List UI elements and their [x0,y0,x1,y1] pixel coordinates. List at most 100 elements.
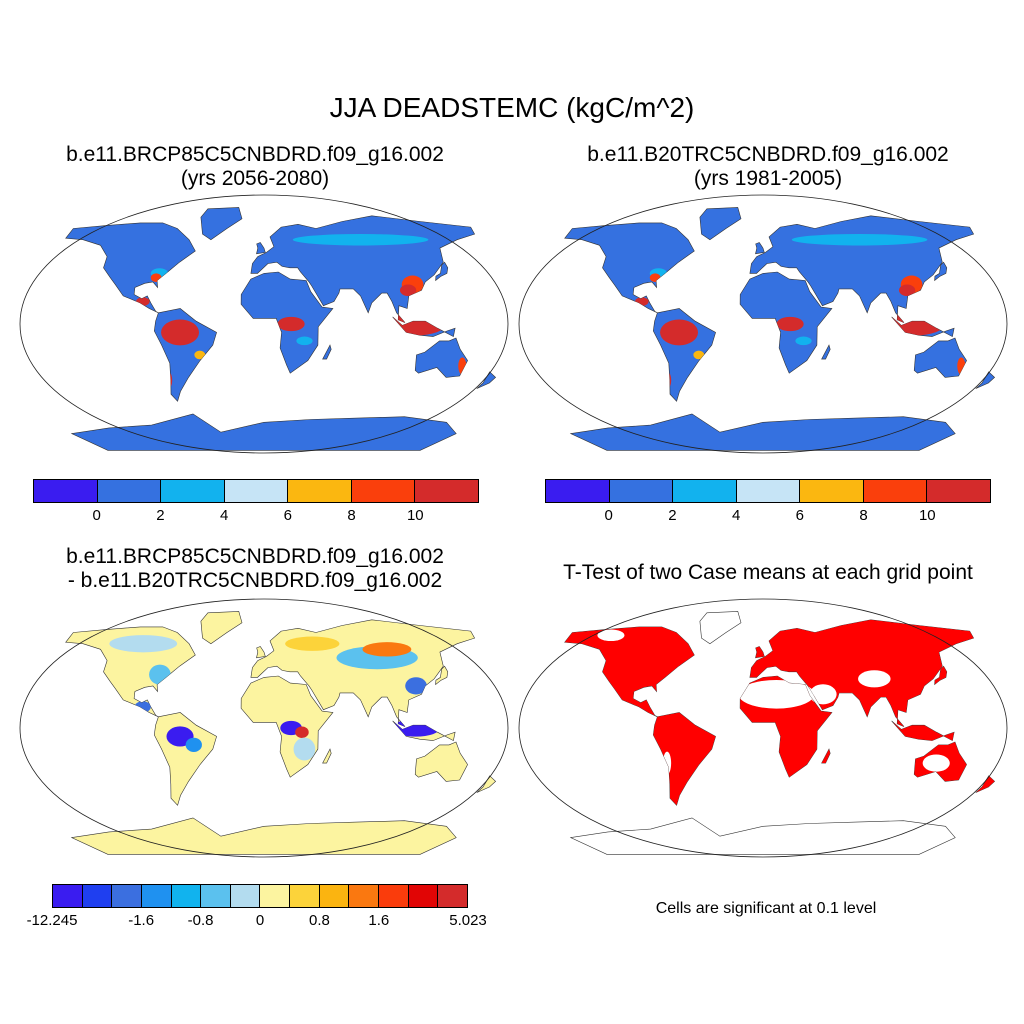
panel-2-colorbar [545,479,991,503]
colorbar-box [141,885,172,907]
brazil-decrease [185,737,202,753]
congo-high-values [776,316,804,332]
chile-forest-values [166,373,173,388]
continent-antarctica [569,817,956,855]
colorbar-tick-label: 6 [283,507,293,524]
colorbar-tick-label: -12.245 [26,912,78,929]
colorbar-tick-label: 2 [156,507,165,524]
colorbar-tick-label: 4 [219,507,229,524]
continent-madagascar [821,344,831,360]
colorbar-tick-label: -1.6 [128,912,155,929]
boreal-values [791,233,928,246]
colorbar-box [673,480,737,502]
continent-southAmerica [153,712,217,806]
map-outline [19,194,509,454]
continent-australia [913,337,967,378]
southeast-us-values [649,273,661,282]
panel-2-case-name: b.e11.B20TRC5CNBDRD.f09_g16.002 [587,143,949,166]
southeast-asia-high-values [386,312,446,336]
colorbar-box [408,885,439,907]
colorbar-box [863,480,928,502]
atlantic-forest-values [693,350,705,360]
colorbar-tick-label: 8 [859,507,868,524]
colorbar-box [349,885,380,907]
colorbar-box [161,480,225,502]
colorbar-box [288,480,352,502]
colorbar-box [230,885,261,907]
colorbar-tick-label: 10 [918,507,936,524]
main-title: JJA DEADSTEMC (kgC/m^2) [329,92,695,123]
significant-southAmerica [653,712,716,806]
andes-not-significant [662,751,672,775]
panel-4-map [518,598,1008,858]
chile-forest-values [665,373,672,388]
panel-1-map [19,194,509,454]
tibet-not-significant [858,670,891,688]
colorbar-box [53,885,83,907]
continent-uk [755,242,765,255]
continent-antarctica [70,413,457,451]
south-china-values [898,284,916,297]
significant-uk [755,646,765,658]
continent-madagascar [322,748,332,764]
colorbar-box [224,480,289,502]
panel-1-years: (yrs 2056-2080) [180,167,330,190]
colorbar-tick-label: 0.8 [308,912,330,929]
panel-2-title: b.e11.B20TRC5CNBDRD.f09_g16.002 (yrs 198… [533,143,1003,191]
significant-nz [975,775,995,793]
colorbar-box [351,480,416,502]
significant-japan [934,666,947,685]
continent-nz [476,371,497,389]
central-america-decrease [134,701,151,713]
south-china-values [399,284,417,297]
continent-japan [435,261,449,282]
continent-uk [256,242,266,255]
colorbar-tick-label: 2 [668,507,677,524]
colorbar-box [82,885,113,907]
continent-japan [934,261,948,282]
colorbar-box [415,480,479,502]
central-america-values [635,297,649,306]
panel-4-title: T-Test of two Case means at each grid po… [563,561,973,584]
continent-nz [975,371,996,389]
colorbar-tick-label: 0 [92,507,101,524]
map-outline [518,194,1008,454]
colorbar-box [319,885,350,907]
southeast-us-values [150,273,162,282]
continent-antarctica [70,817,457,855]
continent-greenland [200,611,243,645]
east-australia-values [458,357,467,375]
atlantic-forest-values [194,350,206,360]
continent-japan [435,665,449,686]
colorbar-box [438,885,467,907]
amazon-high-values [660,319,699,346]
russia-increase [285,636,340,651]
colorbar-box [800,480,864,502]
colorbar-tick-label: 1.6 [368,912,390,929]
continent-madagascar [322,344,332,360]
colorbar-box [171,885,202,907]
colorbar-tick-label: 4 [731,507,741,524]
colorbar-box [609,480,674,502]
canada-mixed [109,635,178,653]
value-overlay [564,619,995,806]
siberia-increase [362,642,412,657]
panel-2-years: (yrs 1981-2005) [693,167,843,190]
sahara-not-significant [738,679,815,709]
panel-1-colorbar [33,479,479,503]
east-congo-increase [295,726,309,738]
central-america-values [136,297,150,306]
miombo-values [296,336,313,346]
continent-nz [476,775,497,793]
amazon-high-values [161,319,200,346]
panel-3-map [19,598,509,858]
significant-northAmerica [564,626,695,717]
miombo-values [795,336,812,346]
colorbar-box [290,885,320,907]
significance-note: Cells are significant at 0.1 level [655,900,877,917]
colorbar-tick-label: 0 [604,507,613,524]
panel-3-title: b.e11.BRCP85C5CNBDRD.f09_g16.002 - b.e11… [20,545,490,593]
colorbar-box [927,480,991,502]
arabia-not-significant [809,684,837,705]
colorbar-box [736,480,801,502]
